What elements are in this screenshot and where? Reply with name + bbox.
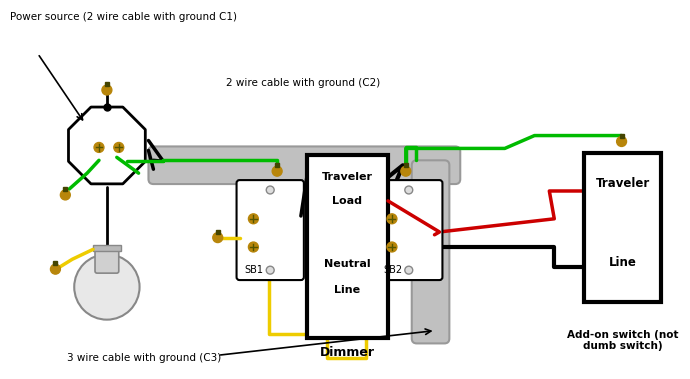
FancyBboxPatch shape: [237, 180, 304, 280]
Circle shape: [248, 242, 258, 252]
Circle shape: [61, 190, 70, 200]
Circle shape: [405, 186, 413, 194]
Circle shape: [387, 214, 397, 224]
Text: SB1: SB1: [244, 265, 264, 275]
Circle shape: [387, 242, 397, 252]
Circle shape: [272, 166, 282, 176]
FancyBboxPatch shape: [148, 146, 460, 184]
Text: Neutral: Neutral: [324, 259, 371, 269]
Circle shape: [94, 143, 104, 152]
Bar: [307, 155, 388, 338]
Circle shape: [102, 85, 112, 95]
Circle shape: [50, 264, 61, 274]
Circle shape: [401, 166, 411, 176]
Text: 3 wire cable with ground (C3): 3 wire cable with ground (C3): [68, 353, 221, 363]
Circle shape: [617, 136, 627, 146]
Text: Line: Line: [335, 285, 360, 295]
Text: Dimmer: Dimmer: [320, 346, 375, 359]
Bar: [93, 246, 121, 251]
Text: Traveler: Traveler: [595, 177, 650, 190]
FancyBboxPatch shape: [412, 160, 449, 343]
Text: SB2: SB2: [383, 265, 402, 275]
Bar: [584, 153, 661, 302]
Circle shape: [266, 186, 274, 194]
Text: Line: Line: [609, 256, 636, 269]
Circle shape: [405, 266, 413, 274]
FancyBboxPatch shape: [375, 180, 442, 280]
Circle shape: [114, 143, 124, 152]
Circle shape: [248, 214, 258, 224]
Text: Add-on switch (not
dumb switch): Add-on switch (not dumb switch): [566, 330, 678, 351]
Circle shape: [266, 266, 274, 274]
Text: Power source (2 wire cable with ground C1): Power source (2 wire cable with ground C…: [10, 12, 237, 22]
Text: Load: Load: [333, 196, 362, 206]
Polygon shape: [68, 107, 146, 184]
Text: Traveler: Traveler: [322, 172, 373, 182]
Circle shape: [213, 233, 223, 243]
FancyBboxPatch shape: [95, 247, 119, 273]
Text: 2 wire cable with ground (C2): 2 wire cable with ground (C2): [226, 78, 380, 88]
Circle shape: [75, 254, 139, 319]
